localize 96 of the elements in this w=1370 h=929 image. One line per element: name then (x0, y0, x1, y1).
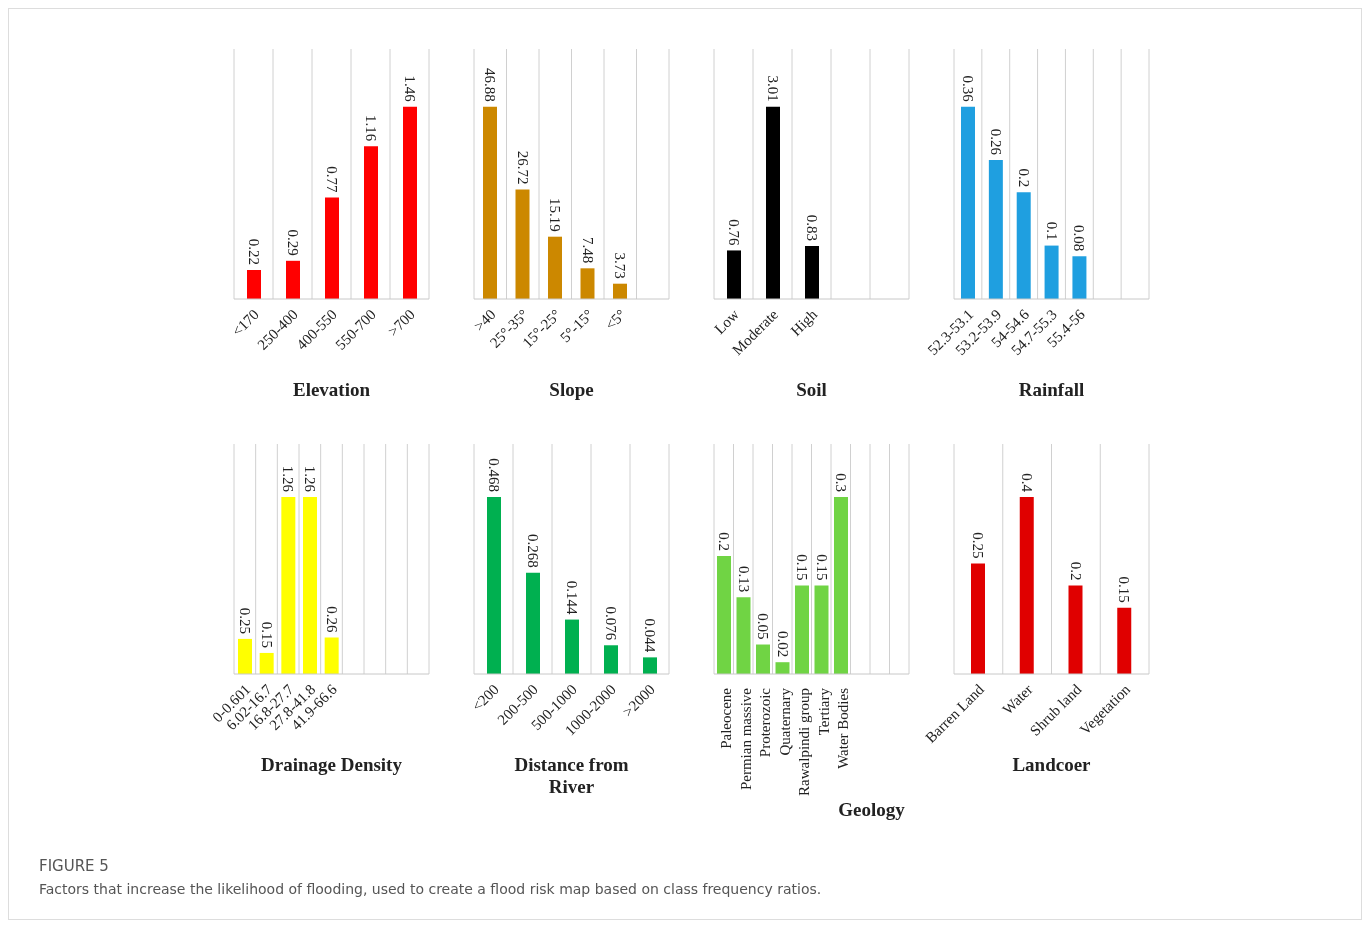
data-label: 7.48 (579, 237, 596, 264)
bar (988, 160, 1003, 299)
bar (604, 645, 618, 674)
data-label: 0.76 (726, 219, 742, 246)
data-label: 0.15 (794, 554, 810, 581)
bar (1019, 497, 1034, 674)
text: Landcoer (1011, 754, 1092, 776)
text: Factors that increase the likelihood of flooding, used to create a flood risk map based on class frequency ratios. (39, 881, 822, 897)
data-label: 1.16 (363, 114, 379, 142)
text: Geology (837, 799, 906, 821)
bar (483, 106, 497, 299)
data-label: 0.25 (970, 532, 986, 559)
data-label: 0.044 (642, 618, 658, 653)
bar (238, 638, 252, 674)
data-label: 0.13 (735, 566, 752, 593)
bar (303, 497, 317, 674)
text: Distance from River (513, 754, 630, 798)
bar (515, 189, 530, 299)
data-label: 0.268 (525, 533, 541, 568)
text: Slope (548, 379, 595, 401)
data-label: 0.08 (1071, 225, 1088, 252)
data-label: 0.29 (285, 229, 301, 256)
bar (325, 197, 339, 299)
data-label: 3.73 (612, 252, 628, 279)
x-tick-label: <170 (228, 306, 263, 340)
data-label: 0.36 (960, 75, 976, 103)
data-label: 46.88 (482, 67, 498, 102)
text: Drainage Density (260, 754, 403, 776)
data-label: 0.144 (564, 580, 580, 616)
x-tick-label: Tertiary (815, 687, 832, 736)
x-tick-label: <5° (601, 306, 629, 334)
data-label: 0.25 (237, 607, 253, 634)
data-label: 26.72 (514, 150, 531, 185)
bar (736, 597, 751, 674)
bar (364, 146, 378, 299)
data-label: 0.02 (774, 630, 791, 658)
data-label: 0.2 (1067, 561, 1084, 581)
data-label: 0.468 (486, 458, 502, 493)
x-tick-label: <200 (468, 681, 503, 715)
text: Rainfall (1017, 379, 1086, 401)
bar (1117, 607, 1132, 674)
bar (487, 497, 501, 674)
data-label: 0.26 (987, 128, 1004, 156)
data-label: 0.05 (755, 613, 771, 640)
bar (580, 268, 595, 299)
bar (643, 657, 657, 674)
bar (1016, 192, 1031, 299)
text: Elevation (291, 379, 372, 401)
bar (961, 106, 975, 299)
caption: FIGURE 5 (39, 857, 110, 875)
bar (526, 572, 540, 674)
x-tick-label: Water Bodies (835, 687, 852, 769)
bar (324, 637, 339, 674)
bar (834, 497, 848, 674)
bar (281, 497, 296, 674)
bar (613, 283, 627, 299)
bar (247, 270, 261, 299)
bar (403, 106, 417, 299)
x-tick-label: Rawalpindi group (796, 688, 813, 796)
bar (259, 652, 274, 674)
data-label: 0.4 (1018, 473, 1035, 493)
data-label: 1.26 (302, 465, 318, 493)
data-label: 0.1 (1043, 221, 1060, 241)
bar (286, 260, 300, 299)
data-label: 0.22 (246, 238, 262, 266)
data-label: 1.46 (402, 75, 418, 103)
bar (971, 563, 985, 674)
data-label: 0.26 (323, 606, 340, 633)
bar (1072, 256, 1087, 299)
data-label: 0.2 (716, 532, 732, 552)
bar (795, 585, 809, 674)
data-label: 0.15 (813, 554, 830, 581)
bar (814, 585, 829, 674)
bar (775, 662, 790, 674)
x-tick-label: Quaternary (776, 687, 793, 756)
data-label: 0.2 (1015, 168, 1032, 188)
x-tick-label: Paleocene (718, 687, 735, 749)
bar (756, 644, 770, 674)
x-tick-label: Permian massive (737, 687, 754, 791)
bar (548, 236, 562, 299)
bar (1068, 585, 1083, 674)
data-label: 0.3 (833, 473, 849, 493)
bar (565, 619, 579, 674)
data-label: 0.076 (603, 606, 619, 641)
data-label: 0.15 (1116, 576, 1133, 603)
data-label: 0.15 (258, 621, 275, 648)
bar (1044, 245, 1059, 299)
data-label: 0.77 (324, 166, 340, 194)
data-label: 3.01 (765, 75, 781, 102)
text: Soil (795, 379, 828, 401)
bar (717, 556, 731, 674)
x-tick-label: Proterozoic (757, 687, 774, 758)
data-label: 0.83 (804, 214, 820, 241)
x-tick-label: High (787, 305, 821, 339)
data-label: 1.26 (280, 465, 297, 493)
data-label: 15.19 (547, 197, 563, 232)
